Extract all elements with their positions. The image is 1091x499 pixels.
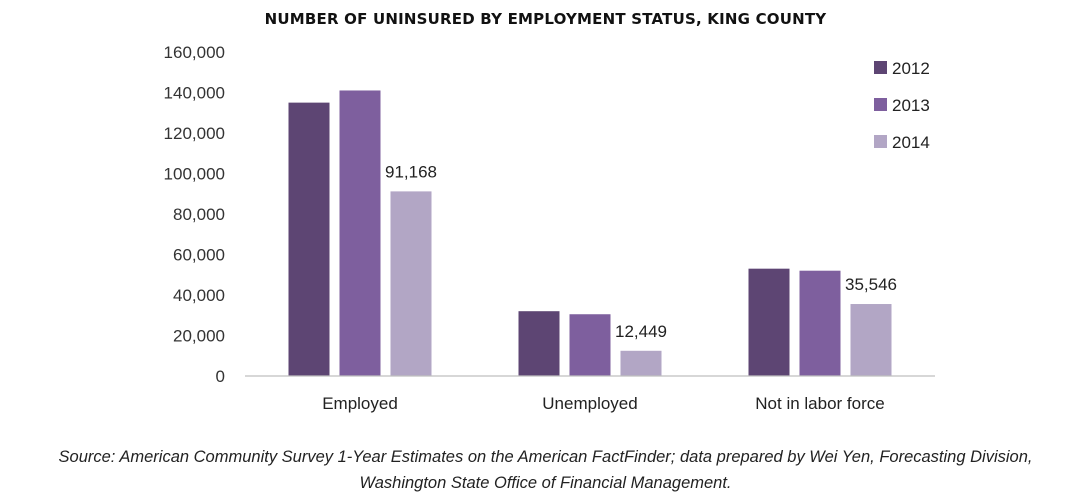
bar-2014-not-in-labor-force bbox=[850, 304, 892, 376]
y-tick-label: 100,000 bbox=[164, 165, 225, 184]
data-label: 12,449 bbox=[615, 322, 667, 341]
data-label: 91,168 bbox=[385, 162, 437, 181]
bar-2014-unemployed bbox=[620, 350, 662, 376]
legend-swatch-2014 bbox=[874, 135, 887, 148]
bar-2014-employed bbox=[390, 191, 432, 376]
bar-chart: 0 20,000 40,000 60,000 80,000 100,000 120,000 1… bbox=[164, 43, 935, 413]
bar-2012-employed bbox=[288, 102, 330, 376]
data-labels: 91,168 12,449 35,546 bbox=[385, 162, 897, 340]
bar-2013-employed bbox=[339, 90, 381, 376]
bar-2012-unemployed bbox=[518, 311, 560, 376]
legend-label-2012: 2012 bbox=[892, 59, 930, 78]
x-axis: Employed Unemployed Not in labor force bbox=[245, 375, 935, 413]
source-line-2: Washington State Office of Financial Man… bbox=[359, 474, 732, 492]
x-tick-label: Unemployed bbox=[542, 394, 637, 413]
x-tick-label: Employed bbox=[322, 394, 398, 413]
y-tick-label: 80,000 bbox=[173, 205, 225, 224]
y-tick-label: 60,000 bbox=[173, 246, 225, 265]
bar-2013-unemployed bbox=[569, 314, 611, 376]
y-tick-label: 40,000 bbox=[173, 286, 225, 305]
legend-swatch-2013 bbox=[874, 98, 887, 111]
legend-label-2013: 2013 bbox=[892, 96, 930, 115]
source-line-1: Source: American Community Survey 1-Year… bbox=[58, 448, 1033, 466]
source-note: Source: American Community Survey 1-Year… bbox=[0, 444, 1091, 496]
y-axis: 0 20,000 40,000 60,000 80,000 100,000 120,000 1… bbox=[164, 43, 225, 386]
legend: 2012 2013 2014 bbox=[874, 59, 930, 152]
bar-2013-not-in-labor-force bbox=[799, 270, 841, 376]
y-tick-label: 140,000 bbox=[164, 84, 225, 103]
y-tick-label: 160,000 bbox=[164, 43, 225, 62]
bar-2012-not-in-labor-force bbox=[748, 268, 790, 376]
y-tick-label: 0 bbox=[216, 367, 225, 386]
y-tick-label: 120,000 bbox=[164, 124, 225, 143]
legend-label-2014: 2014 bbox=[892, 133, 930, 152]
x-tick-label: Not in labor force bbox=[755, 394, 884, 413]
bars bbox=[288, 90, 892, 376]
chart-title: NUMBER OF UNINSURED BY EMPLOYMENT STATUS… bbox=[264, 10, 827, 28]
legend-swatch-2012 bbox=[874, 61, 887, 74]
y-tick-label: 20,000 bbox=[173, 327, 225, 346]
data-label: 35,546 bbox=[845, 275, 897, 294]
